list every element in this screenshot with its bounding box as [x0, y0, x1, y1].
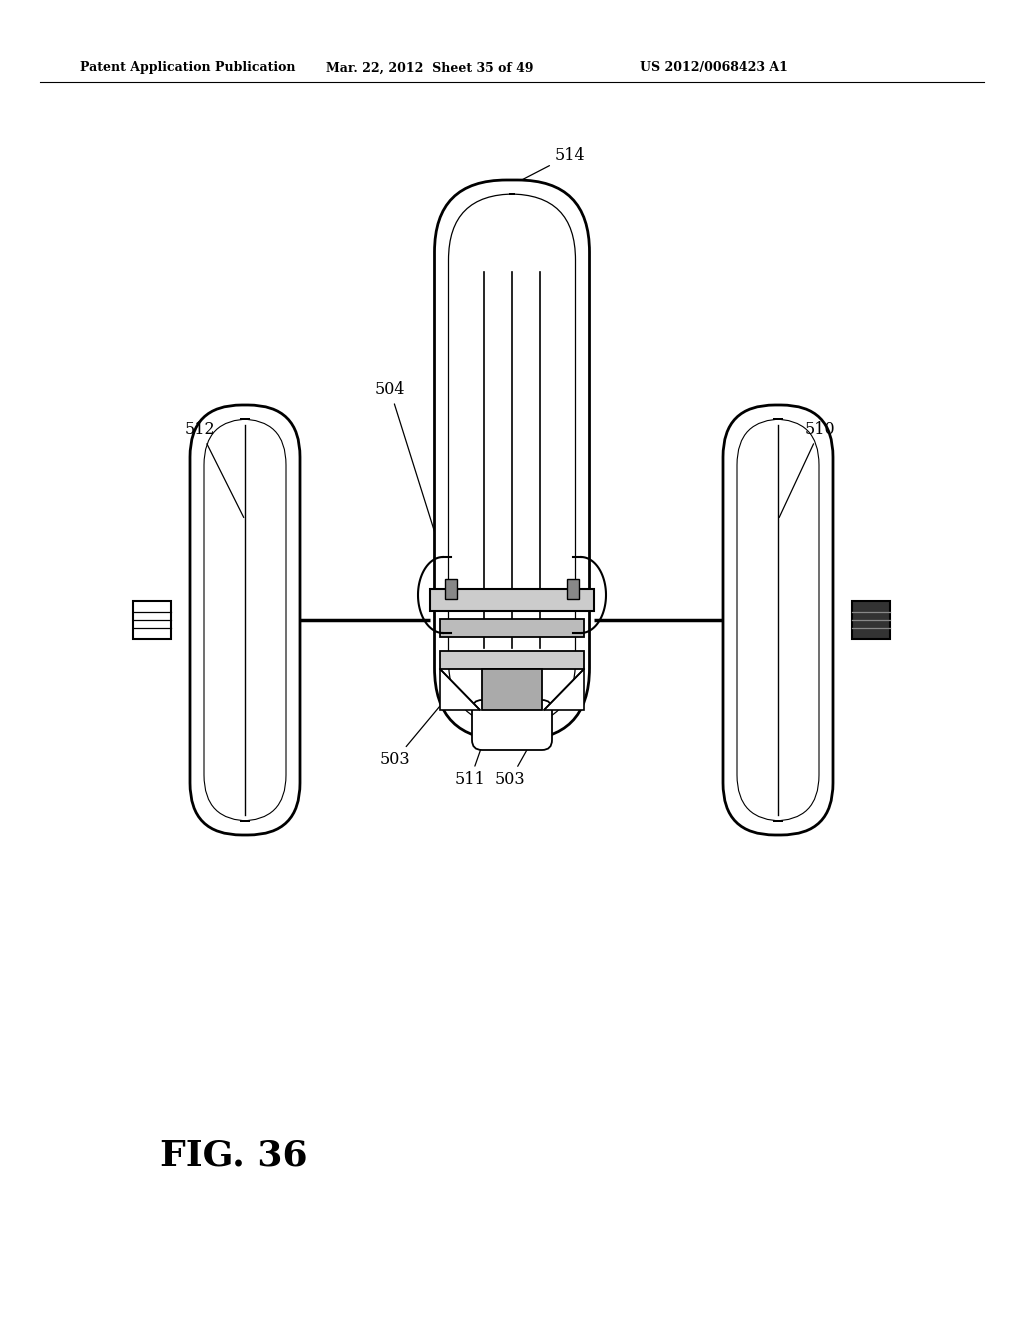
Text: FIG. 36: FIG. 36 [160, 1138, 307, 1172]
Bar [440, 619, 584, 638]
Bar [567, 579, 579, 599]
Text: 503: 503 [495, 702, 554, 788]
FancyBboxPatch shape [472, 700, 552, 750]
Text: 503: 503 [380, 702, 443, 768]
Text: 510: 510 [779, 421, 836, 517]
Bar [440, 651, 584, 669]
Bar [133, 601, 171, 639]
Text: Patent Application Publication: Patent Application Publication [80, 62, 296, 74]
FancyBboxPatch shape [190, 405, 300, 836]
Bar [430, 589, 594, 611]
Text: Mar. 22, 2012  Sheet 35 of 49: Mar. 22, 2012 Sheet 35 of 49 [327, 62, 534, 74]
Text: 512: 512 [184, 421, 244, 517]
Text: 511: 511 [455, 702, 497, 788]
Bar [852, 601, 890, 639]
FancyBboxPatch shape [723, 405, 833, 836]
Text: 504: 504 [375, 381, 444, 562]
Bar [482, 669, 542, 710]
Bar [445, 579, 457, 599]
Polygon shape [440, 669, 480, 710]
Polygon shape [544, 669, 584, 710]
FancyBboxPatch shape [434, 180, 590, 741]
Text: US 2012/0068423 A1: US 2012/0068423 A1 [640, 62, 787, 74]
Text: 514: 514 [514, 147, 586, 183]
